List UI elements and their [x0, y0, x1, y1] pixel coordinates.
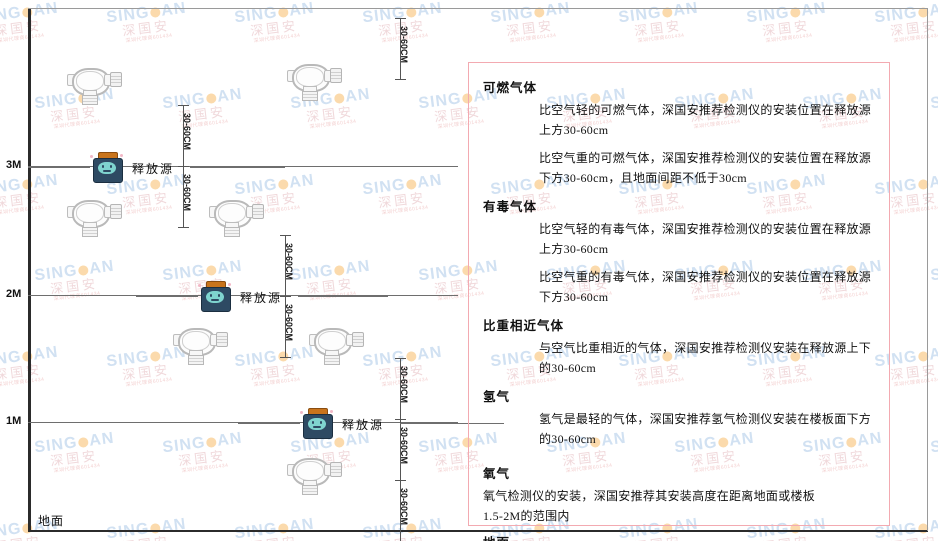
- dimension-tick: [280, 235, 291, 236]
- dimension-tick: [395, 18, 406, 19]
- gas-detector-icon: [66, 66, 122, 105]
- panel-section-paragraph: 比空气重的有毒气体，深国安推荐检测仪的安装位置在释放源下方30-60cm: [539, 270, 872, 304]
- dimension-label: 30-60CM: [182, 174, 192, 212]
- release-source-label: 释放源: [132, 162, 175, 176]
- gas-detector-icon: [308, 326, 364, 365]
- panel-section-paragraph: 比空气轻的可燃气体，深国安推荐检测仪的安装位置在释放源上方30-60cm: [539, 103, 872, 137]
- release-source-leader-left: [28, 167, 90, 168]
- level-line-3M: [28, 166, 458, 167]
- panel-section-paragraph: 与空气比重相近的气体，深国安推荐检测仪安装在释放源上下的30-60cm: [539, 341, 872, 375]
- release-source-leader-left: [238, 423, 300, 424]
- gas-detector-icon: [286, 456, 342, 495]
- dimension-tick: [395, 480, 406, 481]
- panel-section-heading: 地面: [483, 532, 879, 541]
- gas-detector-icon: [208, 198, 264, 237]
- panel-section-heading: 比重相近气体: [483, 319, 565, 333]
- dimension-tick: [395, 79, 406, 80]
- dimension-tick: [280, 357, 291, 358]
- axis-label-1M: 1M: [6, 415, 22, 427]
- ground-label: 地面: [38, 514, 65, 528]
- release-source-leader-right: [190, 167, 285, 168]
- dimension-label: 30-60CM: [399, 366, 409, 404]
- axis-label-2M: 2M: [6, 288, 22, 300]
- level-line-2M: [28, 295, 458, 296]
- dimension-label: 30-60CM: [399, 427, 409, 465]
- release-source-icon: [90, 152, 124, 183]
- dimension-line: [400, 358, 401, 541]
- panel-section-heading: 可燃气体: [483, 81, 538, 95]
- panel-section-heading: 氢气: [483, 390, 511, 404]
- axis-label-3M: 3M: [6, 159, 22, 171]
- release-source-icon: [300, 408, 334, 439]
- release-source-leader-left: [136, 296, 198, 297]
- info-panel-content: 可燃气体 比空气轻的可燃气体，深国安推荐检测仪的安装位置在释放源上方30-60cm…: [469, 63, 889, 541]
- panel-section-paragraph: 氢气是最轻的气体，深国安推荐氢气检测仪安装在楼板面下方的30-60cm: [539, 412, 872, 446]
- panel-section-heading: 有毒气体: [483, 200, 538, 214]
- frame-right-edge: [927, 8, 928, 531]
- gas-detector-icon: [286, 62, 342, 101]
- panel-section-paragraph: 比空气轻的有毒气体，深国安推荐检测仪的安装位置在释放源上方30-60cm: [539, 222, 872, 256]
- dimension-line: [400, 18, 401, 79]
- dimension-label: 30-60CM: [284, 243, 294, 281]
- dimension-label: 30-60CM: [182, 113, 192, 151]
- dimension-label: 30-60CM: [399, 26, 409, 64]
- dimension-tick: [395, 419, 406, 420]
- level-line-1M: [28, 422, 458, 423]
- release-source-leader-right: [298, 296, 388, 297]
- frame-left-edge: [28, 8, 31, 531]
- dimension-tick: [395, 358, 406, 359]
- release-source-label: 释放源: [240, 291, 283, 305]
- frame-bottom-edge: [28, 530, 928, 532]
- info-panel: 可燃气体 比空气轻的可燃气体，深国安推荐检测仪的安装位置在释放源上方30-60cm…: [468, 62, 890, 541]
- panel-section-paragraph: 比空气重的可燃气体，深国安推荐检测仪的安装位置在释放源下方30-60cm，且地面…: [539, 151, 872, 185]
- panel-section-heading: 氧气: [483, 467, 511, 481]
- release-source-leader-right: [400, 423, 504, 424]
- release-source-icon: [198, 281, 232, 312]
- panel-section: 氧气氧气检测仪的安装，深国安推荐其安装高度在距离地面或楼板1.5-2M的范围内: [483, 457, 879, 526]
- gas-detector-icon: [172, 326, 228, 365]
- dimension-label: 30-60CM: [399, 488, 409, 526]
- dimension-tick: [280, 296, 291, 297]
- dimension-tick: [178, 105, 189, 106]
- release-source-label: 释放源: [342, 418, 385, 432]
- gas-detector-icon: [66, 198, 122, 237]
- dimension-tick: [178, 227, 189, 228]
- dimension-label: 30-60CM: [284, 304, 294, 342]
- frame-top-edge: [28, 8, 928, 9]
- dimension-tick: [178, 166, 189, 167]
- panel-section-paragraph: 氧气检测仪的安装，深国安推荐其安装高度在距离地面或楼板1.5-2M的范围内: [483, 489, 816, 523]
